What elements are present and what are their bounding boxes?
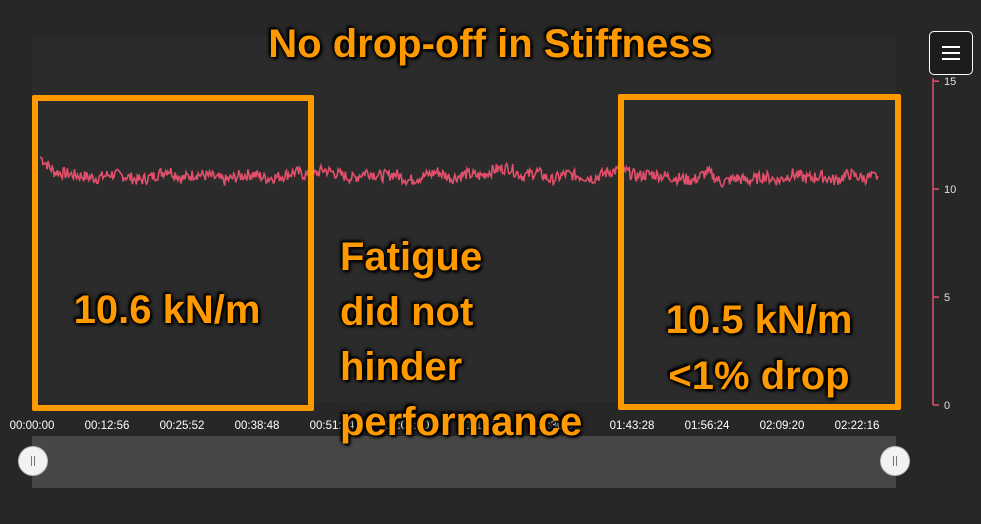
hamburger-menu-icon [942, 52, 960, 54]
x-tick-label: 02:22:16 [835, 420, 880, 432]
fatigue-note: Fatigue did not hinder performance [340, 230, 582, 450]
drag-handle-icon [896, 456, 897, 466]
stiffness-series-line [39, 156, 879, 188]
drag-handle-icon [893, 456, 894, 466]
x-tick-label: 01:43:28 [610, 420, 655, 432]
x-tick-label: 00:12:56 [85, 420, 130, 432]
fatigue-note-line: did not [340, 290, 474, 334]
x-tick-label: 00:25:52 [160, 420, 205, 432]
chart-menu-button[interactable] [929, 31, 973, 75]
highlight-box-start [32, 95, 314, 411]
stiffness-drop-label: <1% drop [668, 354, 850, 398]
drag-handle-icon [34, 456, 35, 466]
x-tick-label: 01:30:32 [535, 420, 580, 432]
drag-handle-icon [31, 456, 32, 466]
x-tick-label: 00:51:44 [310, 420, 355, 432]
navigator-handle-left[interactable] [18, 446, 48, 476]
chart-title: No drop-off in Stiffness [268, 22, 713, 66]
y-tick-label: 15 [944, 76, 956, 88]
y-tick-label: 5 [944, 292, 950, 304]
y-tick-label: 0 [944, 400, 950, 412]
navigator-track[interactable] [32, 436, 896, 488]
x-tick-label: 00:00:00 [10, 420, 55, 432]
y-tick-label: 10 [944, 184, 956, 196]
x-tick-label: 01:17:36 [460, 420, 505, 432]
highlight-box-end [618, 94, 901, 410]
x-tick-label: 01:56:24 [685, 420, 730, 432]
start-stiffness-label: 10.6 kN/m [73, 288, 261, 332]
fatigue-note-line: hinder [340, 345, 463, 389]
navigator-handle-right[interactable] [880, 446, 910, 476]
end-stiffness-value: 10.5 kN/m [665, 298, 853, 342]
hamburger-menu-icon [942, 58, 960, 60]
x-tick-label: 01:04:40 [385, 420, 430, 432]
x-tick-label: 02:09:20 [760, 420, 805, 432]
fatigue-note-line: Fatigue [340, 235, 483, 279]
end-stiffness-label: 10.5 kN/m <1% drop [622, 292, 896, 404]
hamburger-menu-icon [942, 46, 960, 48]
x-tick-label: 00:38:48 [235, 420, 280, 432]
fatigue-note-line: performance [340, 400, 583, 444]
